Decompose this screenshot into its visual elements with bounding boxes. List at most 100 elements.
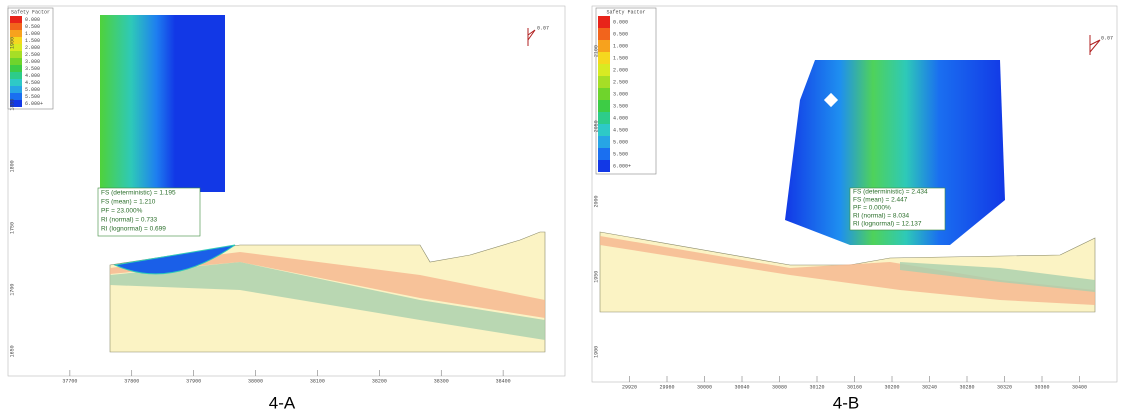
legend-title: Safety Factor <box>606 9 645 15</box>
legend-swatch <box>10 58 22 65</box>
legend-swatch <box>10 65 22 72</box>
x-tick-label: 29960 <box>659 384 674 390</box>
x-tick-label: 37700 <box>62 378 77 384</box>
legend-title: Safety Factor <box>11 9 50 15</box>
legend-level: 4.500 <box>613 127 628 133</box>
x-tick-label: 30360 <box>1034 384 1049 390</box>
info-line: RI (lognormal) = 0.699 <box>101 226 166 233</box>
legend-swatch <box>598 148 610 160</box>
legend-swatch <box>598 124 610 136</box>
legend-swatch <box>10 86 22 93</box>
legend-swatch <box>10 100 22 107</box>
legend-swatch <box>10 30 22 37</box>
contour-field <box>100 15 225 192</box>
contour-hole <box>823 92 839 108</box>
x-tick-label: 38400 <box>496 378 511 384</box>
legend-level: 6.000+ <box>25 101 43 107</box>
x-tick-label: 30000 <box>697 384 712 390</box>
legend-level: 2.000 <box>25 45 40 51</box>
legend-level: 5.500 <box>25 94 40 100</box>
info-box <box>97 187 201 237</box>
legend-level: 0.000 <box>25 17 40 23</box>
legend-level: 3.000 <box>25 59 40 65</box>
x-tick-label: 38000 <box>248 378 263 384</box>
legend-level: 3.500 <box>613 103 628 109</box>
legend-swatch <box>598 88 610 100</box>
legend-level: 0.500 <box>613 31 628 37</box>
legend-level: 5.000 <box>613 139 628 145</box>
legend-level: 1.000 <box>25 31 40 37</box>
y-tick-label: 1850 <box>9 99 15 111</box>
y-tick-label: 1700 <box>9 284 15 296</box>
legend-level: 4.500 <box>25 80 40 86</box>
x-tick-label: 38100 <box>310 378 325 384</box>
y-tick-label: 1750 <box>9 222 15 234</box>
marker-label: 0.07 <box>1101 35 1113 41</box>
soil-layer <box>900 262 1095 292</box>
legend-level: 4.000 <box>25 73 40 79</box>
info-line: RI (normal) = 0.733 <box>101 217 158 224</box>
legend-level: 1.500 <box>613 55 628 61</box>
info-line: FS (deterministic) = 1.195 <box>101 190 176 197</box>
legend-level: 5.000 <box>25 87 40 93</box>
y-tick-label: 1950 <box>593 271 599 283</box>
legend-level: 0.000 <box>613 19 628 25</box>
x-tick-label: 30040 <box>734 384 749 390</box>
x-tick-label: 30200 <box>884 384 899 390</box>
legend-level: 3.000 <box>613 91 628 97</box>
legend-level: 6.000+ <box>613 163 631 169</box>
y-tick-label: 1650 <box>9 345 15 357</box>
legend-swatch <box>598 136 610 148</box>
legend-level: 0.500 <box>25 24 40 30</box>
x-tick-label: 37900 <box>186 378 201 384</box>
x-tick-label: 30240 <box>922 384 937 390</box>
info-box <box>849 187 946 231</box>
x-tick-label: 38300 <box>434 378 449 384</box>
legend-swatch <box>598 28 610 40</box>
x-tick-label: 37800 <box>124 378 139 384</box>
legend-level: 3.500 <box>25 66 40 72</box>
north-arrow-icon <box>1089 35 1101 55</box>
caption: 4-B <box>833 393 859 412</box>
y-tick-label: 1900 <box>593 346 599 358</box>
y-tick-label: 1900 <box>9 37 15 49</box>
legend-swatch <box>10 16 22 23</box>
north-arrow-icon <box>527 28 536 46</box>
x-tick-label: 30120 <box>809 384 824 390</box>
legend-level: 1.500 <box>25 38 40 44</box>
soil-layer <box>110 262 545 340</box>
legend-swatch <box>598 64 610 76</box>
legend-swatch <box>598 76 610 88</box>
info-line: RI (normal) = 8.034 <box>853 213 910 220</box>
x-tick-label: 30160 <box>847 384 862 390</box>
legend-swatch <box>10 23 22 30</box>
legend-swatch <box>598 112 610 124</box>
legend-swatch <box>10 51 22 58</box>
y-tick-label: 2100 <box>593 45 599 57</box>
legend-level: 5.500 <box>613 151 628 157</box>
slip-surface <box>113 244 236 275</box>
legend-level: 2.000 <box>613 67 628 73</box>
x-tick-label: 30400 <box>1072 384 1087 390</box>
legend-swatch <box>10 79 22 86</box>
info-line: PF = 0.000% <box>853 205 891 212</box>
legend-swatch <box>598 100 610 112</box>
soil-layer <box>600 236 1095 305</box>
legend-swatch <box>10 37 22 44</box>
y-tick-label: 2050 <box>593 120 599 132</box>
y-tick-label: 2000 <box>593 196 599 208</box>
soil-layer <box>110 252 545 318</box>
legend-swatch <box>598 160 610 172</box>
legend-level: 2.500 <box>25 52 40 58</box>
legend-level: 2.500 <box>613 79 628 85</box>
info-line: FS (deterministic) = 2.434 <box>853 189 928 196</box>
x-tick-label: 30280 <box>959 384 974 390</box>
x-tick-label: 30080 <box>772 384 787 390</box>
contour-field <box>785 60 1005 245</box>
marker-label: 0.07 <box>537 25 549 31</box>
x-tick-label: 29920 <box>622 384 637 390</box>
x-tick-label: 38200 <box>372 378 387 384</box>
caption: 4-A <box>269 393 296 412</box>
